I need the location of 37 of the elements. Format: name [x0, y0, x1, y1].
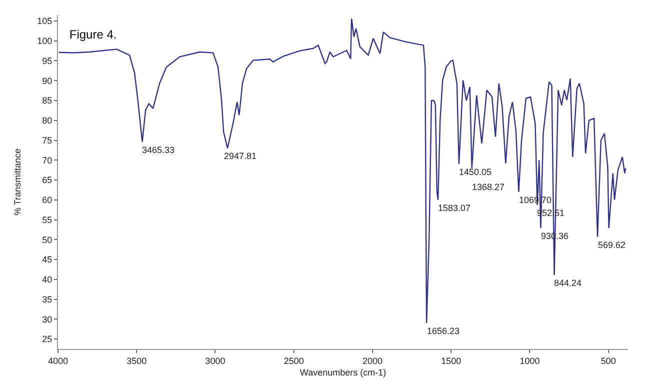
x-tick-label: 1000	[520, 356, 540, 366]
y-tick-label: 80	[42, 116, 52, 126]
y-tick-label: 50	[42, 234, 52, 245]
x-tick-label: 3000	[205, 356, 226, 366]
y-tick-label: 60	[42, 195, 52, 206]
y-tick-label: 35	[42, 294, 52, 304]
y-tick-label: 55	[42, 214, 52, 225]
y-tick-label: 85	[42, 96, 52, 106]
annotation: 2947.81	[224, 151, 257, 161]
x-tick-label: 2000	[362, 356, 382, 366]
annotation: 844.24	[554, 278, 582, 288]
annotation: 1656.23	[427, 326, 460, 336]
annotation: 569.62	[598, 240, 626, 250]
y-tick-label: 105	[37, 16, 52, 26]
x-tick-label: 4000	[48, 356, 68, 366]
annotation: 1583.07	[438, 203, 471, 213]
x-tick-label: 3500	[126, 356, 147, 366]
annotation: 1450.05	[459, 167, 492, 177]
y-tick-label: 65	[42, 175, 52, 186]
line-series	[58, 18, 626, 324]
y-tick-label: 95	[42, 56, 52, 66]
y-tick-label: 30	[42, 314, 52, 324]
x-axis-title: Wavenumbers (cm-1)	[300, 368, 386, 378]
x-tick-label: 500	[600, 356, 616, 366]
y-tick-label: 90	[42, 76, 52, 86]
annotation: 1368.27	[472, 182, 505, 192]
y-tick-label: 25	[42, 334, 52, 344]
x-tick-label: 1500	[441, 356, 462, 366]
y-tick-label: 45	[42, 254, 52, 265]
annotation: 3465.33	[142, 145, 175, 155]
y-tick-label: 70	[42, 155, 52, 166]
x-tick-label: 2500	[284, 356, 304, 366]
y-tick-label: 40	[42, 274, 52, 285]
y-axis-title: % Transmittance	[12, 148, 23, 216]
y-tick-label: 100	[37, 36, 52, 46]
text: Figure 4.	[69, 27, 117, 42]
y-tick-label: 75	[42, 135, 52, 146]
